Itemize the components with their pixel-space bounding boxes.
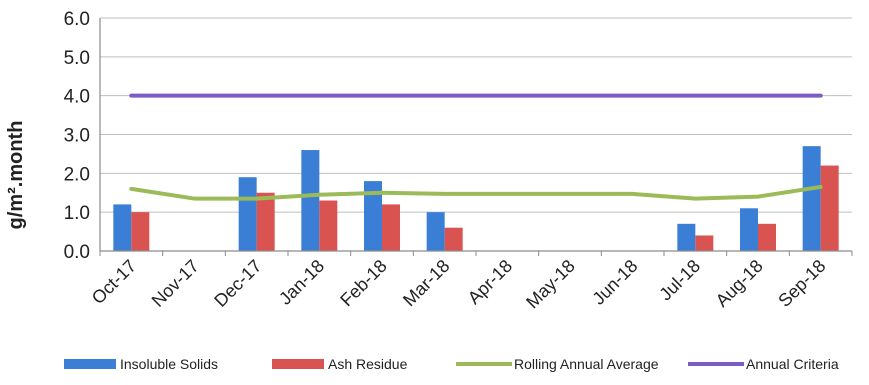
y-tick-label: 2.0	[64, 164, 90, 185]
bar-ash-residue	[382, 204, 400, 251]
bar-ash-residue	[444, 227, 463, 251]
legend-swatch	[272, 359, 324, 369]
x-tick-label: Jan-18	[275, 256, 328, 309]
grid-lines	[100, 17, 852, 252]
x-tick-label: Mar-18	[399, 256, 453, 310]
series-lines	[129, 93, 823, 201]
x-tick-label: Sep-18	[774, 256, 829, 311]
bar-insoluble-solids	[113, 204, 132, 251]
legend-label: Annual Criteria	[746, 356, 839, 372]
y-axis-label: g/m².month	[5, 121, 27, 230]
legend-label: Ash Residue	[328, 356, 408, 372]
legend-item-insoluble-solids: Insoluble Solids	[64, 356, 218, 372]
x-tick-label: Jul-18	[655, 256, 704, 305]
x-tick-label: May-18	[522, 256, 579, 313]
x-tick-labels: Oct-17 Nov-17 Dec-17 Jan-18 Feb-18 Mar-18 Apr-…	[88, 256, 830, 313]
y-tick-label: 0.0	[64, 242, 90, 263]
legend-item-ash-residue: Ash Residue	[272, 356, 408, 372]
bar-insoluble-solids	[301, 150, 320, 251]
y-tick-label: 3.0	[64, 126, 90, 147]
bar-insoluble-solids	[238, 177, 257, 251]
bar-insoluble-solids	[740, 208, 758, 251]
legend: Insoluble Solids Ash Residue Rolling Annua…	[64, 356, 839, 372]
bar-insoluble-solids	[802, 146, 821, 251]
bar-ash-residue	[695, 235, 714, 251]
line-rolling-annual-average	[129, 184, 823, 201]
legend-item-rolling-annual-average: Rolling Annual Average	[456, 356, 659, 372]
y-tick-labels: 0.0 1.0 2.0 3.0 4.0 5.0 6.0	[64, 9, 90, 263]
bar-ash-residue	[758, 223, 776, 251]
x-tick-label: Apr-18	[464, 256, 516, 308]
y-tick-label: 1.0	[64, 203, 90, 224]
x-tick-label: Aug-18	[712, 256, 767, 311]
bars	[113, 146, 839, 251]
bar-ash-residue	[256, 192, 275, 251]
bar-insoluble-solids	[364, 181, 382, 251]
legend-item-annual-criteria: Annual Criteria	[688, 356, 839, 372]
bar-ash-residue	[319, 200, 338, 251]
legend-swatch	[64, 359, 116, 369]
y-tick-label: 6.0	[64, 9, 90, 30]
y-tick-label: 5.0	[64, 48, 90, 69]
axes	[99, 18, 853, 256]
x-tick-label: Oct-17	[88, 256, 140, 308]
legend-label: Insoluble Solids	[120, 356, 218, 372]
x-tick-label: Nov-17	[148, 256, 203, 311]
bar-ash-residue	[820, 165, 839, 251]
bar-ash-residue	[131, 212, 150, 251]
x-tick-label: Dec-17	[210, 256, 265, 311]
y-tick-label: 4.0	[64, 87, 90, 108]
bar-insoluble-solids	[426, 212, 445, 251]
x-tick-label: Feb-18	[336, 256, 390, 310]
bar-insoluble-solids	[677, 223, 696, 251]
x-tick-label: Jun-18	[588, 256, 641, 309]
legend-label: Rolling Annual Average	[514, 356, 659, 372]
